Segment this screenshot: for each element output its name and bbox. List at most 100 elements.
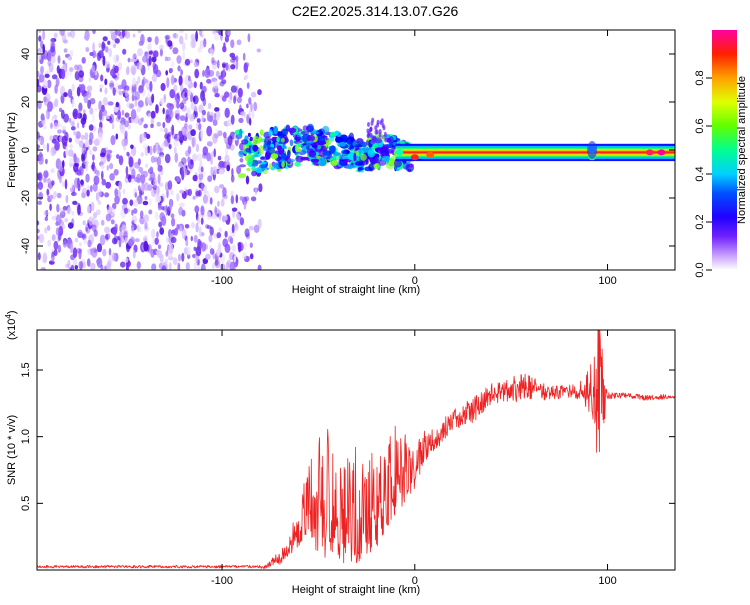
noise-speckle: [58, 226, 64, 237]
signal-blob: [258, 164, 268, 169]
signal-blob: [367, 149, 376, 158]
noise-speckle: [222, 67, 226, 79]
noise-speckle: [224, 107, 230, 118]
noise-speckle: [238, 117, 244, 124]
snr-series-line: [37, 330, 675, 569]
signal-blob: [380, 118, 384, 124]
noise-speckle: [253, 101, 258, 112]
spectrogram-ylabel: Frequency (Hz): [6, 112, 18, 188]
signal-blob: [241, 139, 249, 145]
noise-speckle: [167, 180, 173, 191]
noise-speckle: [195, 190, 201, 197]
noise-speckle: [134, 192, 137, 198]
noise-speckle: [132, 96, 138, 101]
noise-speckle: [176, 92, 180, 100]
noise-speckle: [80, 83, 86, 94]
signal-blob: [381, 156, 388, 163]
signal-blob: [287, 149, 291, 159]
noise-speckle: [193, 234, 198, 243]
noise-speckle: [219, 263, 226, 270]
noise-speckle: [151, 74, 157, 83]
noise-speckle: [200, 182, 204, 192]
noise-speckle: [246, 103, 249, 109]
noise-speckle: [192, 174, 198, 182]
noise-speckle: [104, 87, 108, 95]
noise-speckle: [193, 81, 197, 89]
noise-speckle: [171, 217, 176, 227]
noise-speckle: [146, 93, 151, 104]
noise-speckle: [217, 130, 223, 137]
noise-speckle: [165, 250, 168, 257]
noise-speckle: [77, 204, 81, 216]
noise-speckle: [169, 89, 176, 99]
noise-speckle: [41, 120, 46, 126]
noise-speckle: [222, 215, 226, 223]
noise-speckle: [137, 226, 142, 233]
signal-blob: [293, 140, 302, 144]
noise-speckle: [71, 210, 75, 216]
noise-speckle: [222, 238, 228, 248]
noise-speckle: [173, 138, 179, 147]
noise-speckle: [178, 75, 183, 86]
noise-speckle: [228, 64, 231, 72]
signal-blob: [373, 136, 377, 142]
signal-blob: [273, 125, 278, 135]
noise-speckle: [159, 97, 165, 105]
noise-speckle: [230, 114, 235, 125]
spectrogram-ytick-label: 40: [20, 48, 32, 60]
noise-speckle: [213, 112, 217, 120]
spectrogram-xtick-label: -100: [211, 275, 233, 287]
noise-speckle: [214, 111, 220, 121]
noise-speckle: [67, 259, 71, 270]
spectrogram-noise: [37, 30, 263, 270]
noise-speckle: [127, 174, 132, 183]
noise-speckle: [88, 138, 93, 146]
snr-ylabel: SNR (10 * v/v): [6, 415, 18, 485]
noise-speckle: [253, 224, 260, 233]
noise-speckle: [88, 124, 94, 131]
noise-speckle: [257, 89, 262, 96]
noise-speckle: [79, 241, 82, 247]
signal-blob: [333, 152, 341, 156]
noise-speckle: [156, 185, 160, 195]
noise-speckle: [244, 228, 250, 238]
noise-speckle: [51, 256, 55, 262]
noise-speckle: [141, 183, 145, 193]
noise-speckle: [104, 226, 110, 234]
noise-speckle: [193, 61, 199, 68]
noise-speckle: [50, 168, 55, 173]
noise-speckle: [76, 86, 81, 97]
noise-speckle: [69, 67, 74, 72]
noise-speckle: [214, 107, 220, 112]
noise-speckle: [165, 204, 168, 216]
noise-speckle: [181, 157, 187, 165]
noise-speckle: [142, 76, 146, 86]
noise-speckle: [173, 99, 177, 109]
noise-speckle: [60, 93, 65, 104]
noise-speckle: [144, 146, 149, 157]
noise-speckle: [200, 205, 205, 216]
noise-speckle: [200, 166, 204, 173]
spectrogram-signal: [234, 117, 675, 179]
noise-speckle: [239, 196, 244, 201]
signal-blob: [376, 147, 386, 154]
noise-speckle: [184, 32, 188, 41]
noise-speckle: [137, 30, 142, 34]
noise-speckle: [248, 225, 254, 231]
noise-speckle: [42, 43, 45, 55]
noise-speckle: [101, 178, 107, 186]
noise-speckle: [121, 109, 125, 116]
noise-speckle: [153, 144, 156, 154]
noise-speckle: [130, 65, 137, 75]
noise-speckle: [99, 87, 103, 93]
noise-speckle: [109, 162, 114, 170]
noise-speckle: [231, 168, 234, 177]
noise-speckle: [43, 176, 47, 183]
noise-speckle: [108, 48, 112, 58]
noise-speckle: [218, 75, 224, 80]
noise-speckle: [144, 196, 148, 200]
noise-speckle: [202, 70, 205, 77]
noise-speckle: [155, 143, 159, 154]
noise-speckle: [188, 124, 193, 130]
signal-blob: [306, 145, 310, 150]
